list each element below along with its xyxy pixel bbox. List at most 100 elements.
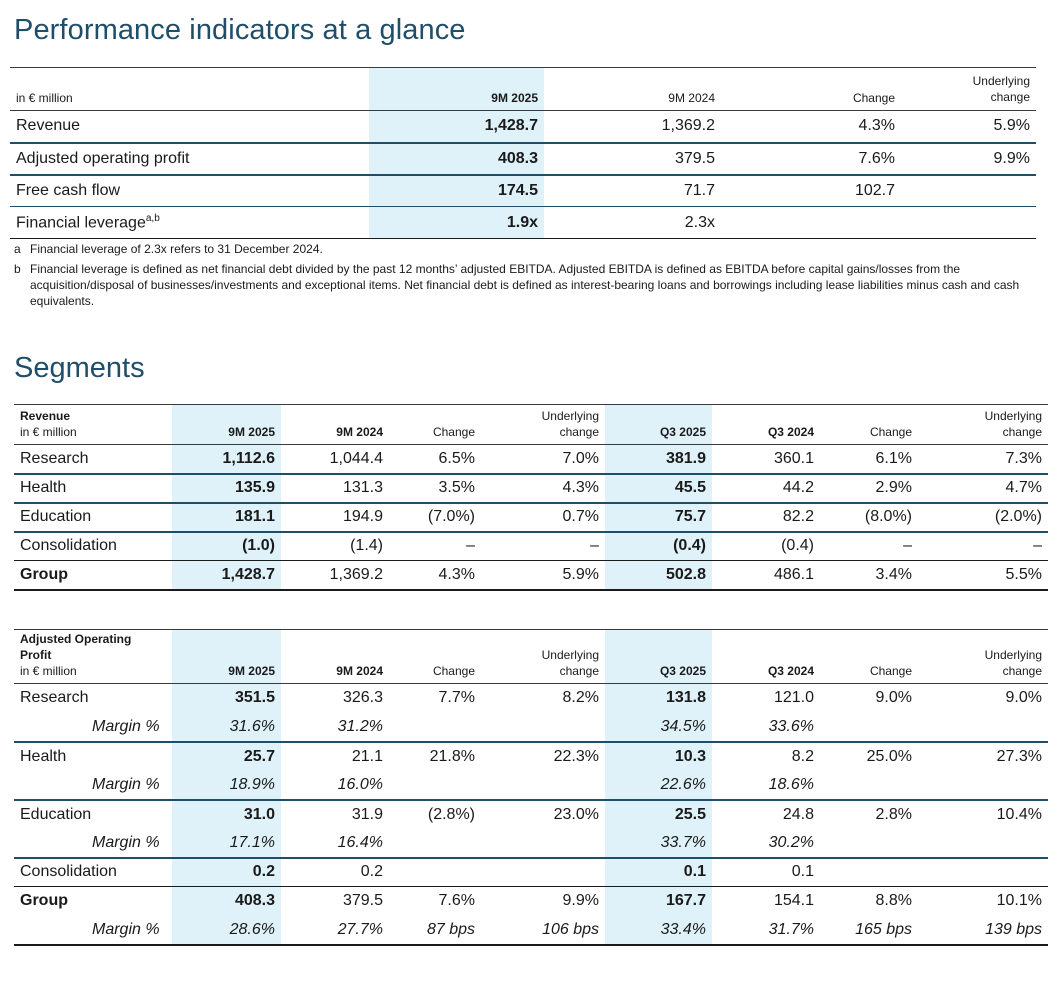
table-cell: 167.7 bbox=[605, 886, 712, 916]
col-underlying-1: Underlying bbox=[984, 409, 1042, 423]
table-cell: (0.4) bbox=[605, 530, 712, 561]
revenue-segments-table: Revenue in € million 9M 2025 9M 2024 Chan… bbox=[14, 404, 1048, 591]
row-label: Margin % bbox=[92, 775, 160, 793]
col-underlying-2: change bbox=[990, 90, 1030, 104]
table-cell: 8.8% bbox=[820, 886, 918, 916]
col-9m-2025: 9M 2025 bbox=[369, 67, 544, 111]
table-cell: 34.5% bbox=[605, 712, 712, 742]
table-cell: 4.3% bbox=[481, 472, 605, 503]
col-underlying-q: Underlying change bbox=[918, 404, 1048, 445]
table-cell: 181.1 bbox=[172, 501, 281, 532]
table-cell: 3.5% bbox=[389, 472, 481, 503]
table-cell: 33.7% bbox=[605, 828, 712, 858]
table-row: Margin % 31.6% 31.2% 34.5% 33.6% bbox=[14, 712, 1048, 742]
table-cell: (7.0%) bbox=[389, 501, 481, 532]
table-cell bbox=[820, 771, 918, 800]
table-row: Margin % 28.6% 27.7% 87 bps 106 bps 33.4% 31.7… bbox=[14, 915, 1048, 946]
table-cell: 31.2% bbox=[337, 717, 383, 735]
cell: 7.6% bbox=[721, 142, 901, 176]
table-cell: 131.3 bbox=[281, 472, 389, 503]
col-underlying-change: Underlying change bbox=[901, 67, 1036, 111]
col-underlying-1: Underlying bbox=[984, 648, 1042, 662]
table-cell: (2.0%) bbox=[918, 501, 1048, 532]
table-cell: 22.6% bbox=[605, 770, 712, 800]
table-cell: 10.3 bbox=[605, 740, 712, 771]
row-label: Margin % bbox=[92, 717, 160, 735]
aop-segments-table: Adjusted Operating Profit in € million 9M … bbox=[14, 629, 1048, 946]
table-cell: 25.5 bbox=[605, 798, 712, 829]
row-label: Free cash flow bbox=[10, 174, 369, 207]
table-cell: 194.9 bbox=[281, 501, 389, 532]
table-cell: – bbox=[481, 530, 605, 561]
row-label: Research bbox=[20, 449, 89, 467]
table-row: Group 1,428.7 1,369.2 4.3% 5.9% 502.8 486.1 3.4… bbox=[14, 560, 1048, 591]
table-row: Research 351.5 326.3 7.7% 8.2% 131.8 121.0 9.0%… bbox=[14, 683, 1048, 713]
section-title-segments: Segments bbox=[14, 352, 145, 384]
table-cell: 0.2 bbox=[172, 856, 281, 887]
table-cell: 27.3% bbox=[918, 740, 1048, 771]
table-cell: 18.6% bbox=[768, 775, 814, 793]
cell: 379.5 bbox=[544, 142, 721, 176]
table-cell: 82.2 bbox=[712, 501, 820, 532]
table-cell: 31.7% bbox=[712, 915, 820, 946]
row-label: Consolidation bbox=[14, 856, 172, 887]
col-underlying-q: Underlying change bbox=[918, 629, 1048, 684]
table-row: Education 31.0 31.9 (2.8%) 23.0% 25.5 24.8 2.8%… bbox=[14, 798, 1048, 829]
table-cell: 25.7 bbox=[172, 740, 281, 771]
table-cell bbox=[389, 771, 481, 800]
table-cell: 23.0% bbox=[481, 798, 605, 829]
table-cell: 7.6% bbox=[389, 886, 481, 916]
col-change: Change bbox=[721, 67, 901, 111]
table-cell: 4.7% bbox=[918, 472, 1048, 503]
col-underlying-1: Underlying bbox=[972, 74, 1030, 88]
table-cell: 1,369.2 bbox=[281, 560, 389, 591]
footnote-b: b Financial leverage is defined as net fi… bbox=[14, 261, 1054, 309]
row-label-text: Financial leverage bbox=[16, 214, 146, 232]
col-underlying-1: Underlying bbox=[541, 409, 599, 423]
table-row: Margin % 17.1% 16.4% 33.7% 30.2% bbox=[14, 828, 1048, 858]
cell: 4.3% bbox=[721, 110, 901, 144]
col-underlying: Underlying change bbox=[481, 629, 605, 684]
table-row: Consolidation 0.2 0.2 0.1 0.1 bbox=[14, 856, 1048, 887]
table-cell bbox=[820, 713, 918, 742]
cell: 102.7 bbox=[721, 174, 901, 207]
col-change: Change bbox=[389, 404, 481, 445]
table-cell: 1,044.4 bbox=[329, 449, 383, 467]
row-label: Adjusted operating profit bbox=[10, 142, 369, 176]
table-cell: 0.7% bbox=[481, 501, 605, 532]
row-label: Financial leveragea,b bbox=[10, 206, 369, 239]
table-cell: 5.5% bbox=[918, 560, 1048, 591]
revenue-body: Research 1,112.6 1,044.4 6.5% 7.0% 381.9 360.1… bbox=[14, 444, 1048, 591]
table-cell: (2.8%) bbox=[389, 798, 481, 829]
table-cell bbox=[820, 856, 918, 887]
table-cell: 45.5 bbox=[605, 472, 712, 503]
revenue-header-row: Revenue in € million 9M 2025 9M 2024 Chan… bbox=[14, 404, 1048, 445]
kpi-row: Financial leveragea,b 1.9x 2.3x bbox=[10, 206, 1036, 239]
header-title: Revenue in € million bbox=[14, 404, 172, 445]
table-cell: 165 bps bbox=[820, 915, 918, 946]
table-cell: (1.4) bbox=[281, 530, 389, 561]
col-change-q: Change bbox=[820, 404, 918, 445]
table-cell: 326.3 bbox=[342, 689, 383, 707]
table-cell: 6.1% bbox=[875, 449, 912, 467]
kpi-row: Adjusted operating profit 408.3 379.5 7.… bbox=[10, 142, 1036, 176]
table-cell bbox=[481, 771, 605, 800]
header-title-text-1: Adjusted Operating bbox=[20, 632, 132, 646]
row-label: Margin % bbox=[92, 833, 160, 851]
cell: 71.7 bbox=[544, 174, 721, 207]
table-cell: 121.0 bbox=[773, 689, 814, 707]
table-cell: 30.2% bbox=[768, 833, 814, 851]
table-cell: 33.6% bbox=[768, 717, 814, 735]
aop-header-row: Adjusted Operating Profit in € million 9M … bbox=[14, 629, 1048, 684]
table-cell: 2.9% bbox=[820, 472, 918, 503]
table-cell: 7.7% bbox=[438, 689, 475, 707]
col-underlying-2: change bbox=[559, 664, 599, 678]
table-cell: 3.4% bbox=[820, 560, 918, 591]
table-row: Research 1,112.6 1,044.4 6.5% 7.0% 381.9 360.1… bbox=[14, 444, 1048, 474]
footnote-key: b bbox=[14, 262, 21, 276]
table-cell: 5.9% bbox=[481, 560, 605, 591]
table-cell: 75.7 bbox=[605, 501, 712, 532]
table-cell bbox=[389, 856, 481, 887]
table-cell: 31.6% bbox=[172, 712, 281, 742]
header-title-text: Revenue bbox=[20, 409, 71, 423]
